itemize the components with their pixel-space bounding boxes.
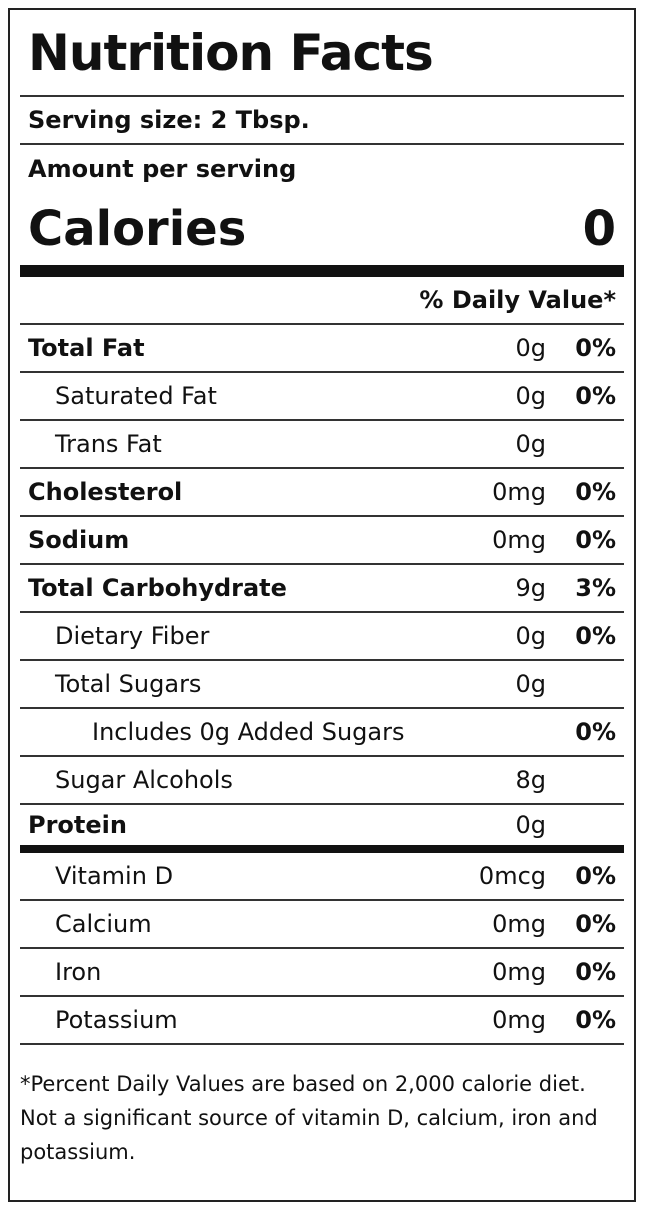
amount: 0mcg <box>478 862 546 890</box>
amount: 0mg <box>492 910 546 938</box>
daily-value: 0% <box>575 958 616 986</box>
nutrient-name: Sugar Alcohols <box>55 766 233 794</box>
nutrient-name: Total Fat <box>28 334 145 362</box>
amount-per-serving: Amount per serving <box>28 155 297 183</box>
vitamin-row: Vitamin D 0mcg 0% <box>20 853 624 901</box>
daily-value: 0% <box>575 622 616 650</box>
footnote: *Percent Daily Values are based on 2,000… <box>20 1072 598 1164</box>
nutrient-row: Total Carbohydrate 9g 3% <box>20 565 624 613</box>
nutrient-row: Dietary Fiber 0g 0% <box>20 613 624 661</box>
amount: 0g <box>515 811 546 839</box>
calories-row: Calories 0 <box>20 193 624 277</box>
dv-header-row: % Daily Value* <box>20 277 624 325</box>
nutrient-row: Saturated Fat 0g 0% <box>20 373 624 421</box>
nutrient-name: Saturated Fat <box>55 382 217 410</box>
amount: 0g <box>515 382 546 410</box>
amount: 8g <box>515 766 546 794</box>
nutrient-row: Total Sugars 0g <box>20 661 624 709</box>
amount: 0mg <box>492 526 546 554</box>
vitamin-name: Vitamin D <box>55 862 174 890</box>
nutrient-row: Trans Fat 0g <box>20 421 624 469</box>
nutrient-name: Sodium <box>28 526 130 554</box>
nutrient-row: Sugar Alcohols 8g <box>20 757 624 805</box>
serving-size: Serving size: 2 Tbsp. <box>28 106 310 134</box>
daily-value: 0% <box>575 478 616 506</box>
vitamin-name: Potassium <box>55 1006 178 1034</box>
nutrient-row: Sodium 0mg 0% <box>20 517 624 565</box>
nutrient-row: Total Fat 0g 0% <box>20 325 624 373</box>
nutrient-name: Protein <box>28 811 127 839</box>
vitamin-row: Potassium 0mg 0% <box>20 997 624 1045</box>
daily-value: 0% <box>575 718 616 746</box>
daily-value: 0% <box>575 526 616 554</box>
vitamin-name: Iron <box>55 958 102 986</box>
amount: 9g <box>515 574 546 602</box>
daily-value: 0% <box>575 862 616 890</box>
daily-value: 0% <box>575 334 616 362</box>
amount: 0mg <box>492 1006 546 1034</box>
amount: 0g <box>515 670 546 698</box>
daily-value: 3% <box>575 574 616 602</box>
nutrient-name: Includes 0g Added Sugars <box>92 718 405 746</box>
amount: 0mg <box>492 958 546 986</box>
nutrient-row: Cholesterol 0mg 0% <box>20 469 624 517</box>
nutrient-row: Protein 0g <box>20 805 624 853</box>
nutrient-name: Trans Fat <box>55 430 162 458</box>
amount: 0g <box>515 430 546 458</box>
calories-label: Calories <box>28 201 247 257</box>
amount: 0g <box>515 334 546 362</box>
vitamin-name: Calcium <box>55 910 152 938</box>
amount: 0mg <box>492 478 546 506</box>
title: Nutrition Facts <box>28 23 434 82</box>
vitamin-row: Iron 0mg 0% <box>20 949 624 997</box>
title-row: Nutrition Facts <box>20 10 624 97</box>
vitamin-row: Calcium 0mg 0% <box>20 901 624 949</box>
nutrient-name: Dietary Fiber <box>55 622 210 650</box>
daily-value: 0% <box>575 1006 616 1034</box>
nutrient-name: Total Carbohydrate <box>28 574 287 602</box>
nutrient-name: Total Sugars <box>55 670 202 698</box>
nutrient-name: Cholesterol <box>28 478 183 506</box>
amount-row: Amount per serving <box>20 145 624 193</box>
calories-value: 0 <box>582 201 616 257</box>
amount: 0g <box>515 622 546 650</box>
nutrient-row: Includes 0g Added Sugars 0% <box>20 709 624 757</box>
daily-value: 0% <box>575 910 616 938</box>
serving-row: Serving size: 2 Tbsp. <box>20 97 624 145</box>
dv-header: % Daily Value* <box>419 286 616 314</box>
daily-value: 0% <box>575 382 616 410</box>
nutrition-label: Nutrition Facts Serving size: 2 Tbsp. Am… <box>8 8 636 1202</box>
